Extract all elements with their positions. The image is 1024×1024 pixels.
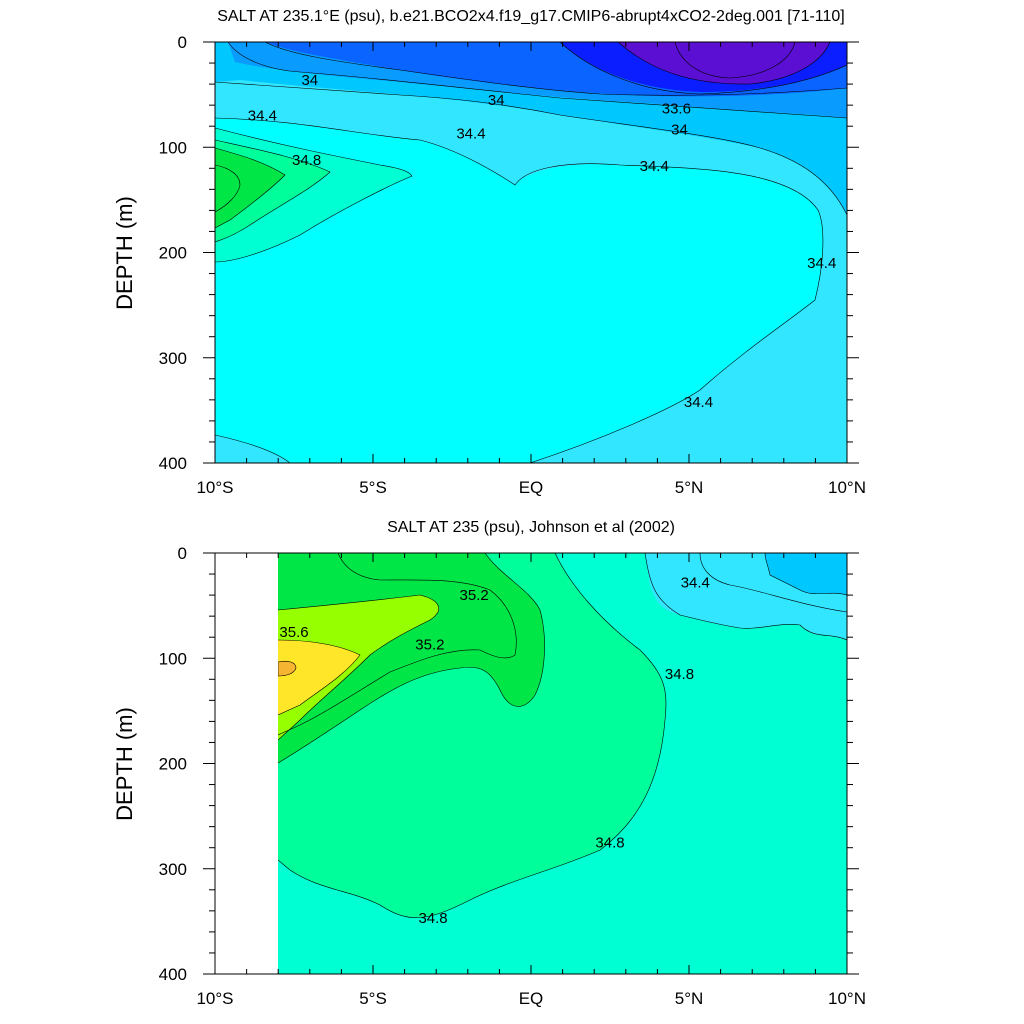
bottom-fill-orange: [278, 660, 297, 677]
bottom-contour-fill: [278, 553, 847, 974]
top-contour-line: [264, 42, 847, 96]
top-contour-line: [215, 81, 847, 216]
bottom-y-tick-label: 0: [178, 544, 187, 563]
top-fill-green: [215, 148, 285, 228]
top-contour-label: 34.4: [456, 126, 485, 143]
top-contour-line: [215, 147, 286, 229]
bottom-contour-line: [278, 553, 517, 736]
bottom-contour-label: 35.2: [460, 587, 489, 604]
bottom-contour-label: 34.4: [681, 574, 710, 591]
bottom-x-tick-label: 10°S: [196, 989, 233, 1008]
bottom-y-axis-label: DEPTH (m): [112, 707, 137, 821]
top-fill-light-cyan-lower: [215, 42, 847, 463]
bottom-x-tick-label: 5°S: [359, 989, 387, 1008]
bottom-y-tick-label: 300: [159, 860, 187, 879]
top-contour-label: 34: [301, 72, 318, 89]
top-contour-label: 34: [671, 121, 688, 138]
top-contour-line: [559, 42, 847, 95]
top-tick-labels: 10°S 5°S EQ 5°N 10°N 0 100 200 300 400: [159, 33, 866, 497]
bottom-contour-label: 35.2: [415, 637, 444, 654]
bottom-fill-lime: [278, 595, 439, 740]
top-contour-fill: [215, 42, 847, 463]
top-contour-label: 34.4: [807, 255, 836, 272]
bottom-x-tick-label: 10°N: [828, 989, 866, 1008]
bottom-contour-label: 34.8: [418, 910, 447, 927]
bottom-contour-line: [764, 553, 847, 596]
top-y-tick-label: 100: [159, 138, 187, 157]
top-contour-label: 34.4: [684, 394, 713, 411]
top-y-tick-label: 400: [159, 454, 187, 473]
bottom-contour-line: [699, 553, 847, 613]
top-x-tick-label: EQ: [519, 478, 544, 497]
bottom-contour-line: [278, 639, 361, 716]
top-fill-green-core: [215, 164, 241, 213]
bottom-axis-ticks: [203, 552, 859, 975]
bottom-fill-yellow: [278, 640, 360, 715]
top-contour-lines: [215, 42, 847, 463]
top-x-tick-label: 5°S: [359, 478, 387, 497]
bottom-title: SALT AT 235 (psu), Johnson et al (2002): [387, 519, 675, 536]
bottom-y-tick-label: 100: [159, 649, 187, 668]
top-x-tick-label: 5°N: [675, 478, 704, 497]
top-fill-violet-core: [674, 42, 796, 79]
top-y-tick-label: 200: [159, 244, 187, 263]
bottom-y-tick-label: 200: [159, 755, 187, 774]
top-title: SALT AT 235.1°E (psu), b.e21.BCO2x4.f19_…: [217, 8, 845, 25]
top-contour-line: [215, 127, 413, 263]
bottom-contour-label: 35.6: [279, 624, 308, 641]
bottom-contour-line: [278, 553, 545, 764]
bottom-contour-lines: [278, 553, 847, 919]
bottom-contour-line: [278, 594, 439, 741]
top-contour-label: 34: [488, 92, 505, 109]
top-axis-ticks: [203, 41, 859, 464]
top-contour-label: 34.8: [292, 152, 321, 169]
top-contour-line: [215, 139, 331, 243]
bottom-contour-label: 34.8: [665, 666, 694, 683]
top-panel: SALT AT 235.1°E (psu), b.e21.BCO2x4.f19_…: [112, 8, 866, 497]
bottom-contour-labels: 35.2 35.6 35.2 34.4 34.8 34.8 34.8: [279, 574, 710, 927]
top-y-axis-label: DEPTH (m): [112, 196, 137, 310]
top-x-tick-label: 10°S: [196, 478, 233, 497]
bottom-contour-line: [644, 553, 847, 641]
top-contour-line: [215, 117, 824, 463]
top-contour-label: 34.4: [248, 108, 277, 125]
top-contour-label: 33.6: [662, 100, 691, 117]
bottom-y-tick-label: 400: [159, 965, 187, 984]
bottom-contour-line: [278, 553, 667, 919]
bottom-tick-labels: 10°S 5°S EQ 5°N 10°N 0 100 200 300 400: [159, 544, 866, 1008]
top-y-tick-label: 300: [159, 349, 187, 368]
bottom-x-tick-label: EQ: [519, 989, 544, 1008]
top-y-tick-label: 0: [178, 33, 187, 52]
bottom-x-tick-label: 5°N: [675, 989, 704, 1008]
bottom-panel: SALT AT 235 (psu), Johnson et al (2002) …: [112, 519, 866, 1008]
top-contour-line: [215, 434, 291, 463]
top-x-tick-label: 10°N: [828, 478, 866, 497]
top-contour-line: [617, 42, 831, 85]
top-contour-label: 34.4: [640, 158, 669, 175]
bottom-fill-sky: [765, 553, 847, 595]
bottom-contour-label: 34.8: [595, 834, 624, 851]
